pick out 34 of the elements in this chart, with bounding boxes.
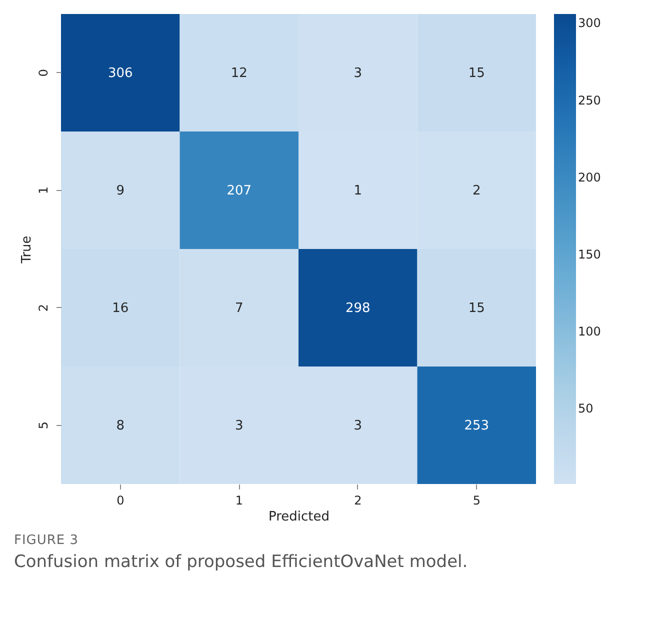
data-label: 1 <box>354 183 362 198</box>
x-tick-label: 1 <box>235 494 243 508</box>
data-label: 3 <box>234 418 244 434</box>
data-label: 207 <box>226 183 252 198</box>
x-tick-label: 2 <box>354 494 362 508</box>
data-label: 7 <box>234 300 244 316</box>
x-axis-title: Predicted <box>268 510 330 524</box>
color-bar-label: 100 <box>578 324 601 338</box>
data-label: 3 <box>354 418 362 434</box>
color-bar-label: 250 <box>578 93 601 108</box>
data-label: 16 <box>112 300 129 316</box>
y-tick-label: 0 <box>36 68 50 77</box>
data-label: 12 <box>230 66 248 81</box>
data-label: 9 <box>116 183 125 198</box>
data-label: 3 <box>354 66 362 81</box>
data-label: 2 <box>472 183 481 198</box>
y-axis-title: True <box>20 236 34 264</box>
color-bar-label: 300 <box>578 16 601 30</box>
data-label: 306 <box>108 66 133 81</box>
color-bar-label: 200 <box>578 170 601 184</box>
x-tick-label: 0 <box>116 494 124 508</box>
y-tick-label: 5 <box>36 421 50 430</box>
caption: FIGURE 3 <box>14 533 80 548</box>
data-label: 253 <box>464 418 490 434</box>
data-label: 15 <box>468 66 485 81</box>
color-bar-label: 150 <box>578 247 601 262</box>
y-tick-label: 1 <box>36 186 50 194</box>
x-tick-label: 5 <box>472 494 480 508</box>
data-label: 298 <box>345 300 370 316</box>
color-bar-label: 50 <box>578 401 594 416</box>
data-label: 15 <box>468 300 485 316</box>
text: Confusion matrix of proposed EfficientOvaNet model. <box>14 552 469 572</box>
y-tick-label: 2 <box>36 304 50 312</box>
data-label: 8 <box>116 418 125 434</box>
